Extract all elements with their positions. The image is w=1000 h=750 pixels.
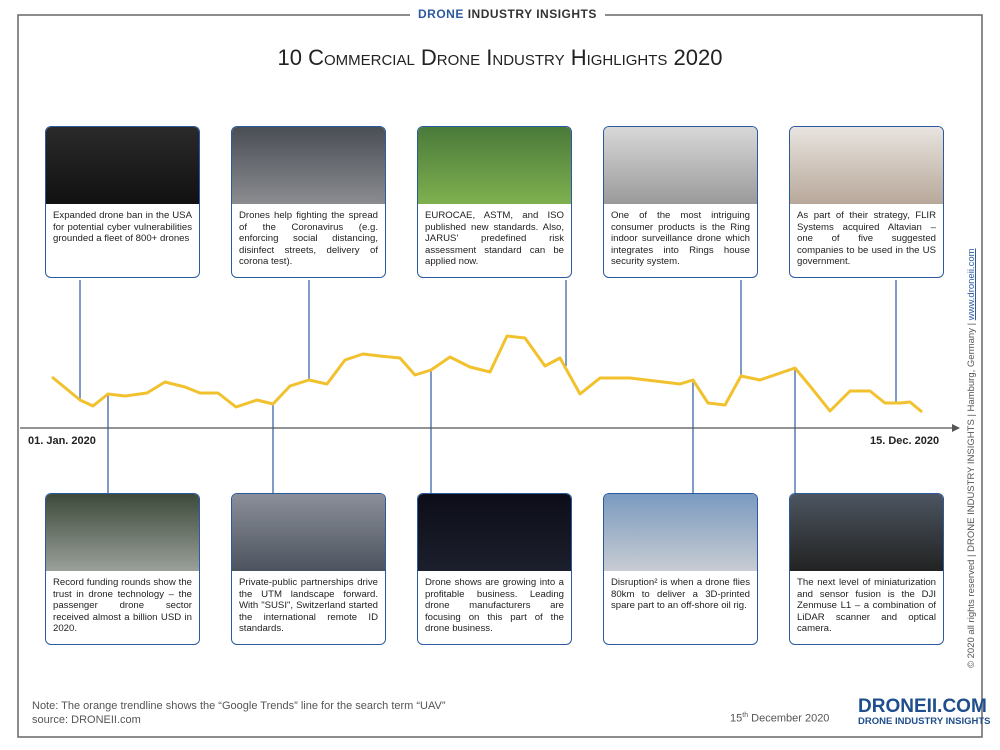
highlight-card: Private-public partnerships drive the UT… — [231, 493, 386, 645]
brand-header: DRONE INDUSTRY INSIGHTS — [410, 7, 605, 21]
highlight-card: EUROCAE, ASTM, and ISO published new sta… — [417, 126, 572, 278]
date-day: 15 — [730, 712, 743, 725]
card-text: Drones help fighting the spread of the C… — [239, 210, 378, 267]
side-link[interactable]: www.droneii.com — [966, 248, 977, 321]
brand-rest: INDUSTRY INSIGHTS — [467, 7, 597, 21]
title: 10 Commercial Drone Industry Highlights … — [277, 45, 723, 70]
card-text: Disruption² is when a drone flies 80km t… — [611, 577, 750, 611]
date-rest: December 2020 — [751, 712, 830, 725]
card-photo — [790, 127, 943, 204]
card-text: Expanded drone ban in the USA for potent… — [53, 210, 192, 244]
logo: DRONEII.COM — [858, 696, 987, 717]
timeline-end: 15. Dec. 2020 — [870, 435, 940, 447]
highlight-card: Disruption² is when a drone flies 80km t… — [603, 493, 758, 645]
card-photo — [232, 494, 385, 571]
card-text: Record funding rounds show the trust in … — [53, 577, 192, 634]
card-photo — [418, 127, 571, 204]
logo-sub: DRONE INDUSTRY INSIGHTS — [858, 716, 991, 727]
card-photo — [46, 494, 199, 571]
brand-blue: DRONE — [418, 7, 464, 21]
card-text: Private-public partnerships drive the UT… — [239, 577, 378, 634]
source: source: DRONEII.com — [32, 714, 141, 726]
highlight-card: Expanded drone ban in the USA for potent… — [45, 126, 200, 278]
card-text: One of the most intriguing consumer prod… — [611, 210, 750, 267]
side-note: © 2020 all rights reserved | DRONE INDUS… — [966, 248, 977, 668]
highlight-card: Drone shows are growing into a profitabl… — [417, 493, 572, 645]
highlight-card: Drones help fighting the spread of the C… — [231, 126, 386, 278]
card-photo — [604, 127, 757, 204]
highlight-card: Record funding rounds show the trust in … — [45, 493, 200, 645]
card-photo — [232, 127, 385, 204]
card-photo — [604, 494, 757, 571]
card-text: The next level of miniaturization and se… — [797, 577, 936, 634]
highlight-card: One of the most intriguing consumer prod… — [603, 126, 758, 278]
highlight-card: The next level of miniaturization and se… — [789, 493, 944, 645]
card-photo — [418, 494, 571, 571]
timeline-start: 01. Jan. 2020 — [28, 435, 96, 447]
card-text: EUROCAE, ASTM, and ISO published new sta… — [425, 210, 564, 267]
date: 15th December 2020 — [730, 712, 829, 725]
card-text: As part of their strategy, FLIR Systems … — [797, 210, 936, 267]
date-suffix: th — [742, 712, 749, 719]
highlight-card: As part of their strategy, FLIR Systems … — [789, 126, 944, 278]
card-photo — [790, 494, 943, 571]
note: Note: The orange trendline shows the “Go… — [32, 700, 446, 712]
card-photo — [46, 127, 199, 204]
side-text: © 2020 all rights reserved | DRONE INDUS… — [966, 322, 977, 668]
card-text: Drone shows are growing into a profitabl… — [425, 577, 564, 634]
